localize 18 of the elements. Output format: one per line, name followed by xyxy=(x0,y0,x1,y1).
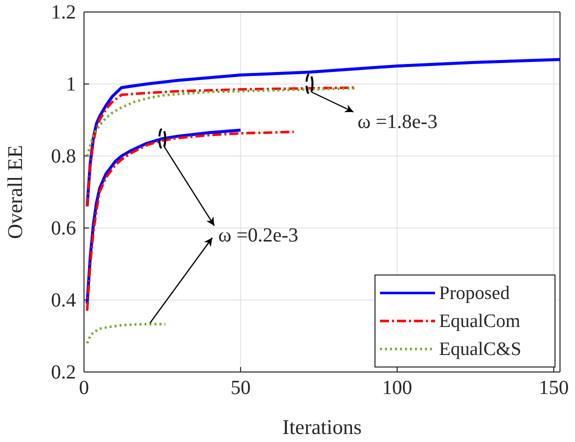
x-tick-label: 50 xyxy=(230,377,251,400)
legend-label: EqualC&S xyxy=(439,339,522,360)
y-tick-label: 1 xyxy=(66,73,76,96)
line-series xyxy=(86,322,167,344)
y-tick-label: 0.2 xyxy=(51,361,76,384)
x-tick-label: 100 xyxy=(382,377,412,400)
legend-label: EqualCom xyxy=(439,311,520,332)
y-axis-title: Overall EE xyxy=(3,145,27,239)
x-tick-label: 150 xyxy=(538,377,569,400)
x-axis-title: Iterations xyxy=(282,415,362,439)
annotation: ω =1.8e-3 xyxy=(357,111,438,133)
y-tick-label: 1.2 xyxy=(51,1,76,24)
annotation: ω =0.2e-3 xyxy=(218,224,298,247)
x-tick-label: 0 xyxy=(79,377,89,400)
legend-label: Proposed xyxy=(439,283,510,304)
y-tick-label: 0.4 xyxy=(51,289,76,312)
y-tick-label: 0.6 xyxy=(51,217,76,240)
y-tick-label: 0.8 xyxy=(51,145,76,168)
